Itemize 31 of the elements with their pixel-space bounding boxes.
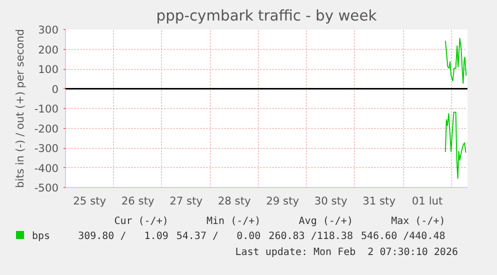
text: 54.37 / 0.00	[175, 230, 261, 244]
x-tick-label: 29 sty	[266, 194, 300, 208]
x-tick-label: 31 sty	[362, 194, 396, 208]
x-tick-label: 28 sty	[218, 194, 251, 208]
y-tick-label: -500	[34, 182, 59, 194]
y-tick-label: -400	[34, 162, 59, 175]
text: 309.80 / 1.09	[77, 230, 168, 244]
text: Min (-/+)	[205, 215, 261, 229]
x-tick-label: 27 sty	[170, 194, 203, 208]
y-tick-label: 0	[52, 82, 59, 96]
text: Max (-/+)	[390, 215, 446, 229]
x-tick-label: 25 sty	[73, 194, 106, 208]
x-tick-label: 26 sty	[121, 194, 154, 208]
text: Avg (-/+)	[298, 215, 353, 229]
y-tick-label: 200	[38, 43, 59, 56]
x-tick-label: 01 lut	[412, 194, 443, 208]
text: Cur (-/+)	[113, 215, 168, 229]
text: 260.83 /118.38	[268, 230, 353, 244]
y-tick-label: 100	[38, 63, 59, 76]
x-tick-label: 30 sty	[314, 194, 348, 208]
text: Last update: Mon Feb 2 07:30:10 2026	[234, 246, 459, 260]
line-series	[444, 112, 466, 179]
text: 546.60 /440.48	[360, 230, 446, 244]
legend-label: bps	[31, 230, 52, 244]
y-tick-label: -200	[34, 122, 59, 136]
y-tick-label: -300	[34, 142, 59, 155]
chart-title: ppp-cymbark traffic - by week	[156, 8, 378, 24]
y-axis-title: bits in (-) / out (+) per second	[13, 28, 26, 188]
y-tick-label: 300	[38, 24, 59, 36]
line-series	[444, 38, 467, 84]
y-tick-label: -100	[34, 102, 59, 116]
